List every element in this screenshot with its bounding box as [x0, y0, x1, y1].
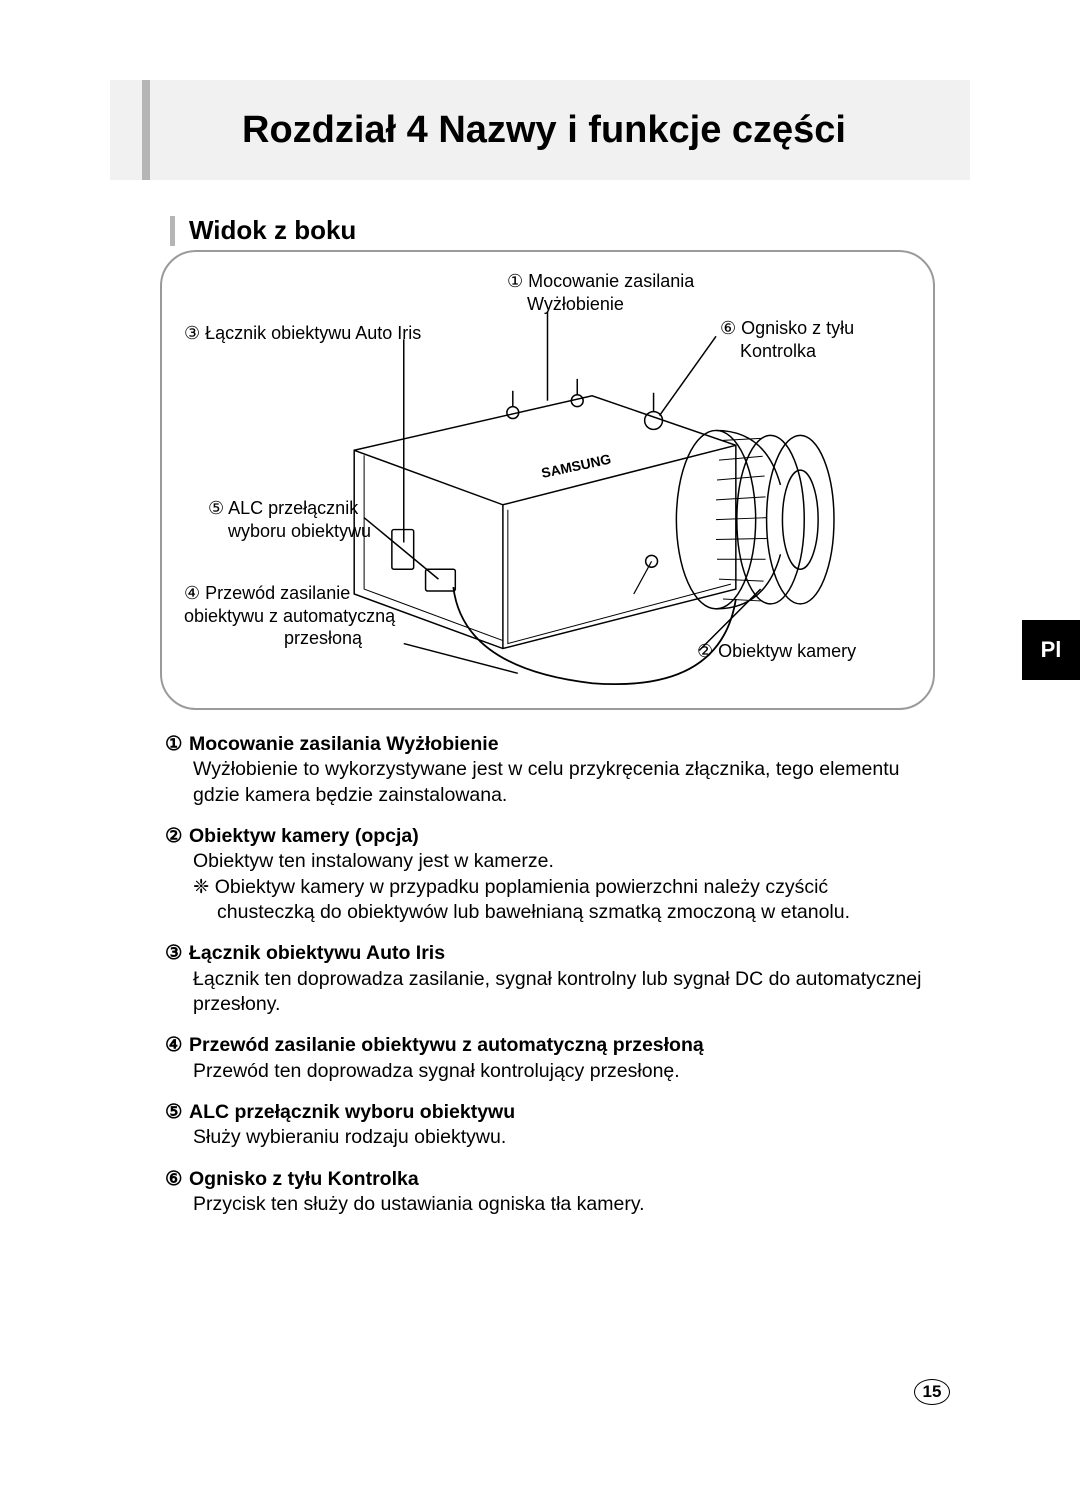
language-tab: Pl	[1022, 620, 1080, 680]
def-title: Mocowanie zasilania Wyżłobienie	[189, 733, 499, 755]
definition-item: ③Łącznik obiektywu Auto Iris Łącznik ten…	[165, 941, 922, 1017]
def-num: ④	[165, 1033, 189, 1058]
section-subtitle-row: Widok z boku	[110, 215, 970, 246]
def-body: Obiektyw ten instalowany jest w kamerze.	[165, 849, 922, 874]
def-body: Przewód ten doprowadza sygnał kontrolują…	[165, 1059, 922, 1084]
chapter-title: Rozdział 4 Nazwy i funkcje części	[188, 109, 900, 152]
def-body: Łącznik ten doprowadza zasilanie, sygnał…	[165, 967, 922, 1018]
definition-item: ⑥Ognisko z tyłu Kontrolka Przycisk ten s…	[165, 1167, 922, 1218]
def-num: ③	[165, 941, 189, 966]
callout-6: ⑥ Ognisko z tyłu Kontrolka	[720, 317, 854, 362]
section-subtitle: Widok z boku	[189, 215, 356, 246]
def-body: Przycisk ten służy do ustawiania ogniska…	[165, 1192, 922, 1217]
def-body: Służy wybieraniu rodzaju obiektywu.	[165, 1125, 922, 1150]
definition-item: ⑤ALC przełącznik wyboru obiektywu Służy …	[165, 1100, 922, 1151]
callout-5: ⑤ ALC przełącznik wyboru obiektywu	[208, 497, 371, 542]
definition-item: ②Obiektyw kamery (opcja) Obiektyw ten in…	[165, 824, 922, 925]
def-title: Łącznik obiektywu Auto Iris	[189, 942, 445, 964]
definition-item: ①Mocowanie zasilania Wyżłobienie Wyżłobi…	[165, 732, 922, 808]
header-accent-bar	[142, 80, 150, 180]
def-num: ⑤	[165, 1100, 189, 1125]
def-num: ②	[165, 824, 189, 849]
definitions-list: ①Mocowanie zasilania Wyżłobienie Wyżłobi…	[110, 732, 970, 1218]
def-title: ALC przełącznik wyboru obiektywu	[189, 1101, 515, 1123]
page-number: 15	[914, 1379, 950, 1405]
def-title: Obiektyw kamery (opcja)	[189, 825, 419, 847]
def-body: Wyżłobienie to wykorzystywane jest w cel…	[165, 757, 922, 808]
callout-4: ④ Przewód zasilanie obiektywu z automaty…	[184, 582, 395, 650]
diagram-panel: SAMSUNG	[160, 250, 935, 710]
chapter-header: Rozdział 4 Nazwy i funkcje części	[110, 80, 970, 180]
svg-text:SAMSUNG: SAMSUNG	[540, 451, 613, 481]
callout-3: ③ Łącznik obiektywu Auto Iris	[184, 322, 421, 345]
subtitle-accent-bar	[170, 216, 175, 246]
page: Rozdział 4 Nazwy i funkcje części Widok …	[0, 0, 1080, 1485]
def-num: ①	[165, 732, 189, 757]
def-title: Przewód zasilanie obiektywu z automatycz…	[189, 1034, 704, 1056]
callout-1: ① Mocowanie zasilania Wyżłobienie	[507, 270, 694, 315]
def-note: ❈ Obiektyw kamery w przypadku poplamieni…	[165, 875, 922, 926]
callout-2: ② Obiektyw kamery	[697, 640, 856, 663]
def-num: ⑥	[165, 1167, 189, 1192]
def-title: Ognisko z tyłu Kontrolka	[189, 1168, 419, 1190]
definition-item: ④Przewód zasilanie obiektywu z automatyc…	[165, 1033, 922, 1084]
